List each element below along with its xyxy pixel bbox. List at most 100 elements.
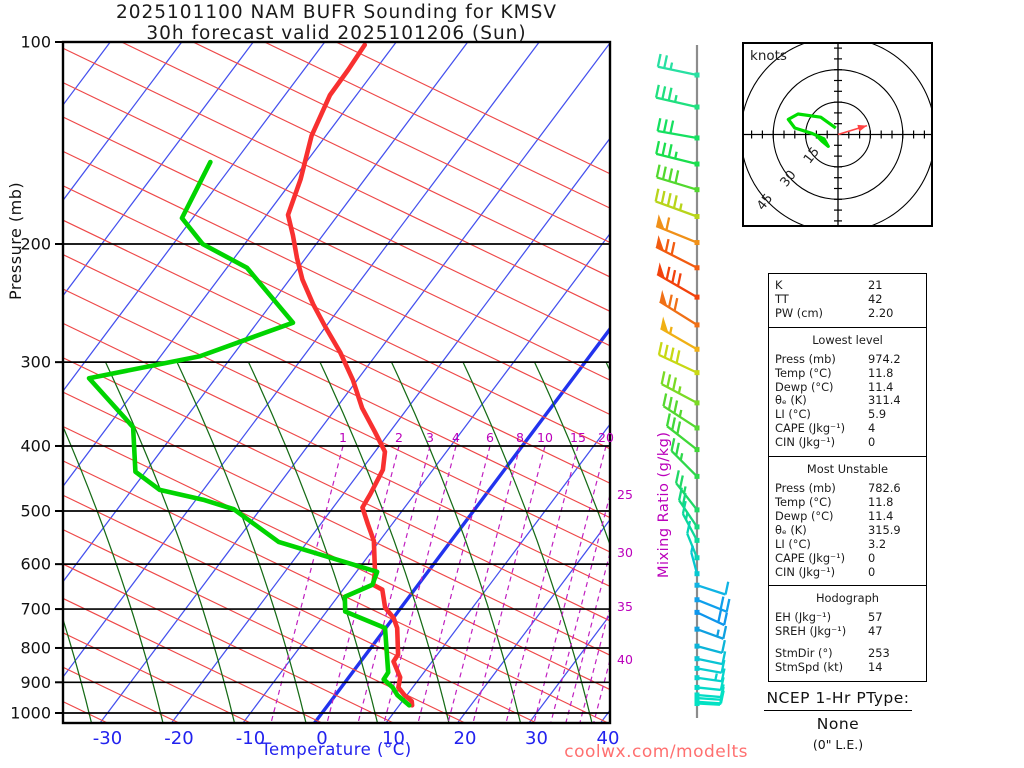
svg-text:1: 1 — [339, 430, 347, 445]
wind-barb — [655, 235, 700, 271]
stats-section-header: Lowest level — [812, 332, 883, 347]
wind-barb — [694, 659, 726, 674]
stats-value: 57 — [868, 610, 883, 625]
plot-border — [61, 40, 612, 725]
wind-barb — [655, 164, 700, 193]
wind-barb — [694, 676, 725, 692]
svg-text:10: 10 — [537, 430, 553, 445]
stats-row: TT 42 — [769, 291, 926, 307]
svg-text:400: 400 — [20, 436, 51, 455]
wind-barb — [660, 316, 700, 352]
svg-text:500: 500 — [20, 502, 51, 521]
stats-label: CIN (Jkg⁻¹) — [775, 435, 836, 450]
watermark: coolwx.com/modelts — [564, 742, 748, 762]
hodograph-unit-label: knots — [750, 48, 787, 64]
stats-value: 315.9 — [868, 522, 901, 537]
svg-text:100: 100 — [20, 33, 51, 52]
stats-label: EH (Jkg⁻¹) — [775, 610, 832, 625]
wind-barb — [654, 84, 700, 110]
stats-label: Press (mb) — [775, 351, 836, 366]
stats-label: θₑ (K) — [775, 393, 807, 408]
wind-barb — [694, 639, 726, 654]
svg-text:20: 20 — [454, 728, 477, 749]
stats-label: PW (cm) — [775, 305, 823, 320]
svg-text:8: 8 — [516, 430, 524, 445]
temperature-trace — [285, 42, 415, 708]
stats-label: θₑ (K) — [775, 522, 807, 537]
temperature-axis-label: Temperature (°C) — [261, 740, 412, 759]
svg-text:6: 6 — [486, 430, 494, 445]
wind-barb — [662, 393, 700, 431]
stats-label: Press (mb) — [775, 481, 836, 496]
wind-barb — [665, 413, 700, 453]
ptype-value: None — [816, 715, 860, 733]
stats-label: CAPE (Jkg⁻¹) — [775, 550, 846, 565]
stats-label: LI (°C) — [775, 536, 811, 551]
moist-adiabats — [63, 361, 610, 723]
skewt-grid — [63, 42, 610, 723]
svg-text:800: 800 — [20, 638, 51, 657]
stats-row: θₑ (K) 311.4 — [769, 393, 926, 408]
stats-value: 47 — [868, 624, 883, 639]
stats-value: 782.6 — [868, 481, 901, 496]
wind-barb — [694, 609, 729, 627]
svg-text:35: 35 — [617, 599, 633, 614]
stats-value: 5.9 — [868, 407, 887, 422]
wind-barb — [660, 371, 700, 406]
stats-value: 253 — [868, 646, 890, 661]
stats-label: Temp (°C) — [775, 494, 832, 509]
stats-value: 11.4 — [868, 508, 894, 523]
mixing-ratio-axis-label: Mixing Ratio (g/kg) — [656, 431, 672, 579]
stats-row: θₑ (K) 315.9 — [769, 522, 926, 538]
svg-text:300: 300 — [20, 353, 51, 372]
wind-barb — [655, 140, 700, 167]
svg-text:30: 30 — [617, 545, 633, 560]
stats-value: 11.8 — [868, 365, 894, 380]
stats-value: 0 — [868, 564, 876, 579]
wind-barb — [656, 53, 700, 78]
svg-text:-20: -20 — [164, 728, 193, 749]
svg-text:30: 30 — [778, 168, 800, 190]
svg-text:3: 3 — [426, 430, 434, 445]
hodograph-border — [742, 42, 933, 227]
chart-title-line2: 30h forecast valid 2025101206 (Sun) — [146, 23, 527, 44]
stats-row: StmDir (°) 253 — [769, 646, 926, 661]
stats-row: Dewp (°C) 11.4 — [769, 380, 926, 395]
storm-motion-arrow — [857, 124, 867, 132]
stats-panel: K 21 TT 42 PW (cm) 2.20 Lowest level Press (mb)… — [768, 273, 927, 683]
stats-section-header: Hodograph — [815, 591, 880, 606]
svg-text:1000: 1000 — [10, 704, 51, 723]
svg-text:20: 20 — [598, 430, 614, 445]
stats-row: CIN (Jkg⁻¹) 0 — [769, 435, 926, 450]
stats-value: 11.8 — [868, 494, 894, 509]
wind-barb — [670, 437, 700, 479]
stats-value: 3.2 — [868, 536, 887, 551]
ptype-note: (0" L.E.) — [812, 737, 864, 752]
stats-value: 42 — [868, 291, 883, 306]
svg-text:4: 4 — [452, 430, 460, 445]
wind-barb — [656, 262, 700, 300]
wind-barb — [694, 581, 730, 596]
stats-label: StmSpd (kt) — [775, 660, 844, 675]
stats-row: SREH (Jkg⁻¹) 47 — [769, 624, 926, 639]
stats-value: 974.2 — [868, 351, 901, 366]
stats-label: CAPE (Jkg⁻¹) — [775, 421, 846, 436]
stats-row: LI (°C) 5.9 — [769, 407, 926, 422]
wind-barb — [655, 214, 700, 246]
stats-row: CAPE (Jkg⁻¹) 0 — [769, 550, 926, 566]
chart-title-line1: 2025101100 NAM BUFR Sounding for KMSV — [115, 2, 558, 23]
stats-row: Temp (°C) 11.8 — [769, 365, 926, 381]
stats-section-header: Most Unstable — [806, 462, 889, 477]
stats-row: Press (mb) 782.6 — [769, 481, 926, 496]
stats-label: Temp (°C) — [775, 365, 832, 380]
wind-barb — [656, 118, 700, 141]
stats-label: LI (°C) — [775, 407, 811, 422]
pressure-axis-label: Pressure (mb) — [6, 181, 25, 300]
ptype-block: NCEP 1-Hr PType: None (0" L.E.) — [746, 688, 930, 752]
svg-text:600: 600 — [20, 555, 51, 574]
wind-barb — [694, 596, 731, 613]
stats-label: TT — [775, 291, 789, 306]
